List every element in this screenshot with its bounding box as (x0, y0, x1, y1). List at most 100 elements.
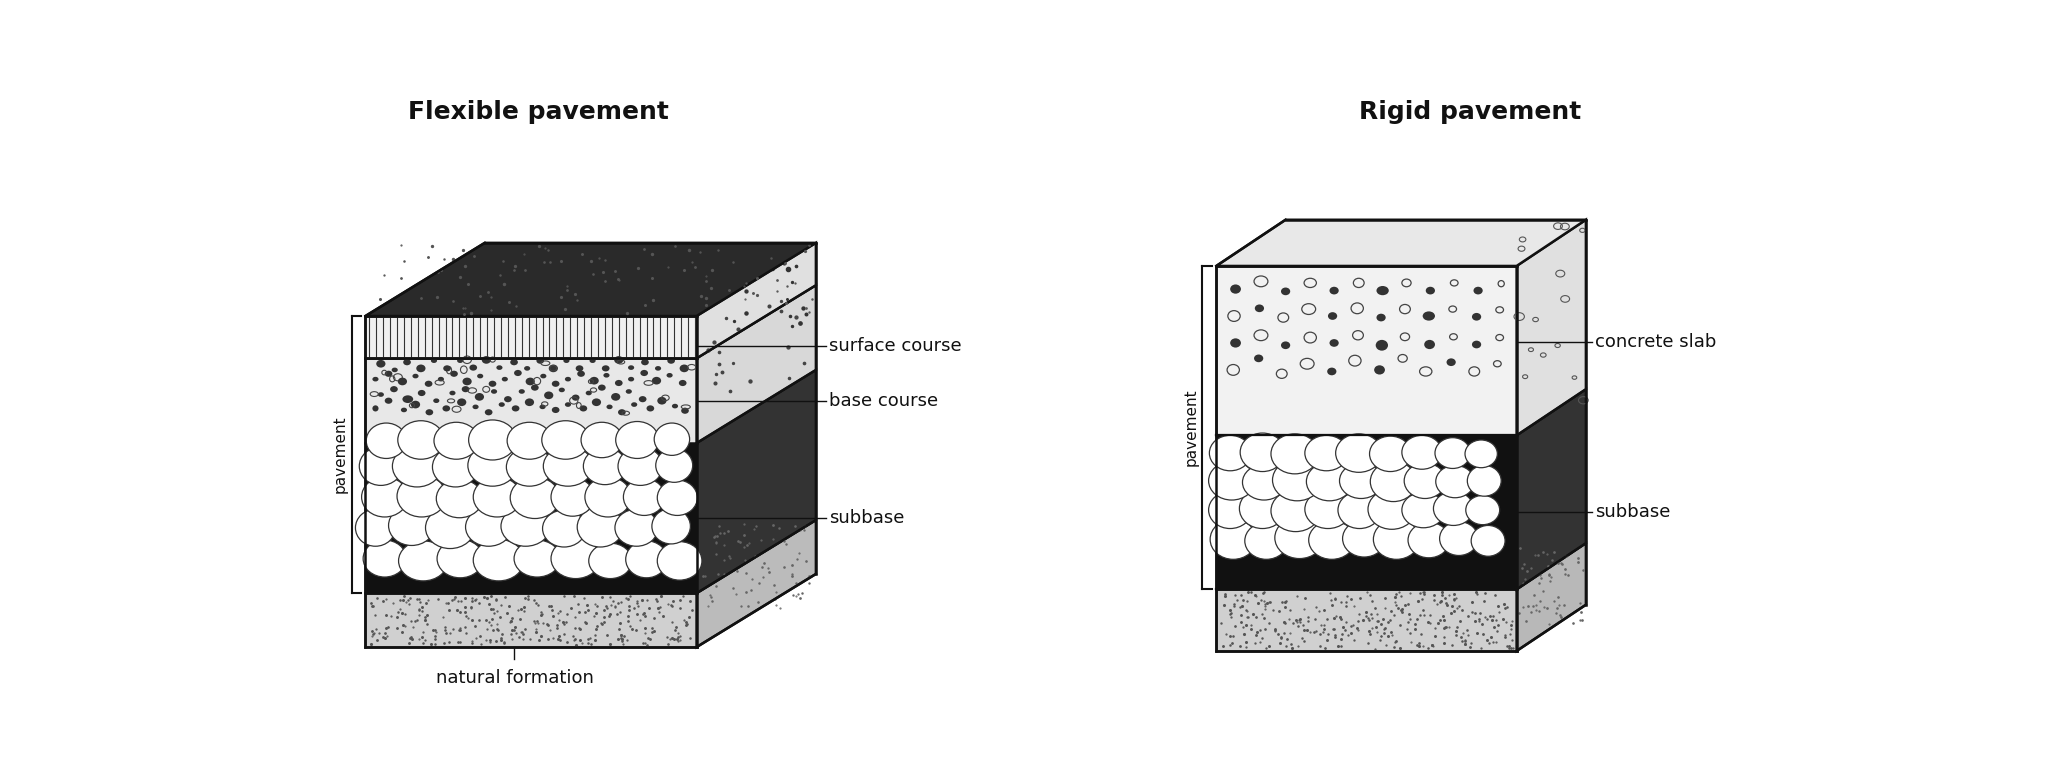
Ellipse shape (386, 397, 392, 404)
Ellipse shape (589, 358, 595, 363)
Ellipse shape (654, 423, 689, 456)
Ellipse shape (656, 449, 693, 482)
Polygon shape (1216, 266, 1516, 435)
Ellipse shape (1471, 526, 1505, 556)
Ellipse shape (468, 420, 517, 460)
Ellipse shape (478, 374, 484, 379)
Ellipse shape (1409, 523, 1450, 558)
Ellipse shape (443, 365, 451, 372)
Ellipse shape (537, 358, 544, 364)
Ellipse shape (1403, 492, 1446, 527)
Polygon shape (1216, 220, 1585, 266)
Ellipse shape (1436, 438, 1471, 468)
Ellipse shape (613, 356, 624, 364)
Ellipse shape (1423, 340, 1436, 349)
Ellipse shape (461, 378, 472, 386)
Ellipse shape (1272, 434, 1319, 474)
Polygon shape (1516, 390, 1585, 590)
Ellipse shape (1241, 433, 1284, 471)
Ellipse shape (416, 365, 425, 372)
Ellipse shape (580, 405, 587, 411)
Ellipse shape (1276, 517, 1325, 559)
Polygon shape (365, 243, 816, 316)
Ellipse shape (572, 394, 580, 400)
Polygon shape (1516, 220, 1585, 435)
Ellipse shape (544, 392, 554, 399)
Ellipse shape (496, 365, 502, 370)
Ellipse shape (377, 393, 384, 397)
Ellipse shape (1376, 314, 1386, 322)
Ellipse shape (585, 477, 632, 517)
Ellipse shape (617, 409, 626, 415)
Ellipse shape (640, 370, 648, 376)
Ellipse shape (552, 407, 560, 413)
Ellipse shape (513, 405, 519, 411)
Text: pavement: pavement (332, 416, 349, 493)
Ellipse shape (498, 402, 505, 407)
Ellipse shape (373, 377, 379, 382)
Ellipse shape (544, 446, 593, 486)
Polygon shape (697, 285, 816, 443)
Ellipse shape (1335, 434, 1382, 472)
Text: concrete slab: concrete slab (1596, 333, 1717, 351)
Ellipse shape (367, 423, 406, 459)
Ellipse shape (490, 390, 496, 393)
Ellipse shape (564, 402, 570, 407)
Ellipse shape (1306, 462, 1352, 501)
Ellipse shape (1272, 460, 1321, 501)
Text: Flexible pavement: Flexible pavement (408, 100, 669, 125)
Ellipse shape (667, 358, 675, 364)
Ellipse shape (1329, 287, 1339, 294)
Ellipse shape (642, 359, 648, 365)
Ellipse shape (431, 358, 437, 363)
Ellipse shape (355, 509, 396, 546)
Ellipse shape (511, 477, 560, 519)
Ellipse shape (1403, 435, 1442, 469)
Ellipse shape (628, 365, 634, 370)
Polygon shape (697, 370, 816, 594)
Ellipse shape (1253, 354, 1263, 362)
Ellipse shape (1473, 287, 1483, 294)
Ellipse shape (437, 377, 443, 382)
Ellipse shape (654, 366, 660, 371)
Ellipse shape (550, 365, 558, 372)
Ellipse shape (601, 365, 609, 372)
Ellipse shape (544, 510, 587, 547)
Ellipse shape (507, 422, 552, 460)
Ellipse shape (1466, 495, 1499, 525)
Ellipse shape (484, 409, 492, 415)
Ellipse shape (539, 374, 546, 379)
Ellipse shape (656, 480, 697, 516)
Ellipse shape (500, 506, 550, 546)
Ellipse shape (593, 398, 601, 406)
Ellipse shape (652, 509, 691, 544)
Ellipse shape (1309, 521, 1356, 559)
Ellipse shape (1337, 492, 1380, 528)
Ellipse shape (525, 366, 531, 371)
Ellipse shape (656, 541, 701, 580)
Ellipse shape (558, 388, 564, 393)
Polygon shape (365, 358, 697, 443)
Ellipse shape (468, 445, 517, 486)
Ellipse shape (632, 402, 638, 407)
Ellipse shape (589, 377, 599, 385)
Ellipse shape (1440, 522, 1479, 555)
Ellipse shape (624, 478, 665, 516)
Ellipse shape (638, 396, 646, 402)
Ellipse shape (667, 373, 673, 378)
Ellipse shape (400, 407, 406, 412)
Ellipse shape (1370, 461, 1417, 502)
Polygon shape (365, 594, 697, 647)
Ellipse shape (1210, 435, 1251, 471)
Ellipse shape (1374, 520, 1419, 559)
Ellipse shape (576, 507, 624, 547)
Ellipse shape (564, 358, 570, 363)
Ellipse shape (1473, 340, 1481, 348)
Ellipse shape (1405, 463, 1446, 499)
Ellipse shape (681, 407, 689, 414)
Ellipse shape (425, 381, 433, 387)
Ellipse shape (628, 377, 634, 382)
Ellipse shape (525, 378, 535, 386)
Ellipse shape (437, 539, 484, 578)
Ellipse shape (457, 398, 466, 406)
